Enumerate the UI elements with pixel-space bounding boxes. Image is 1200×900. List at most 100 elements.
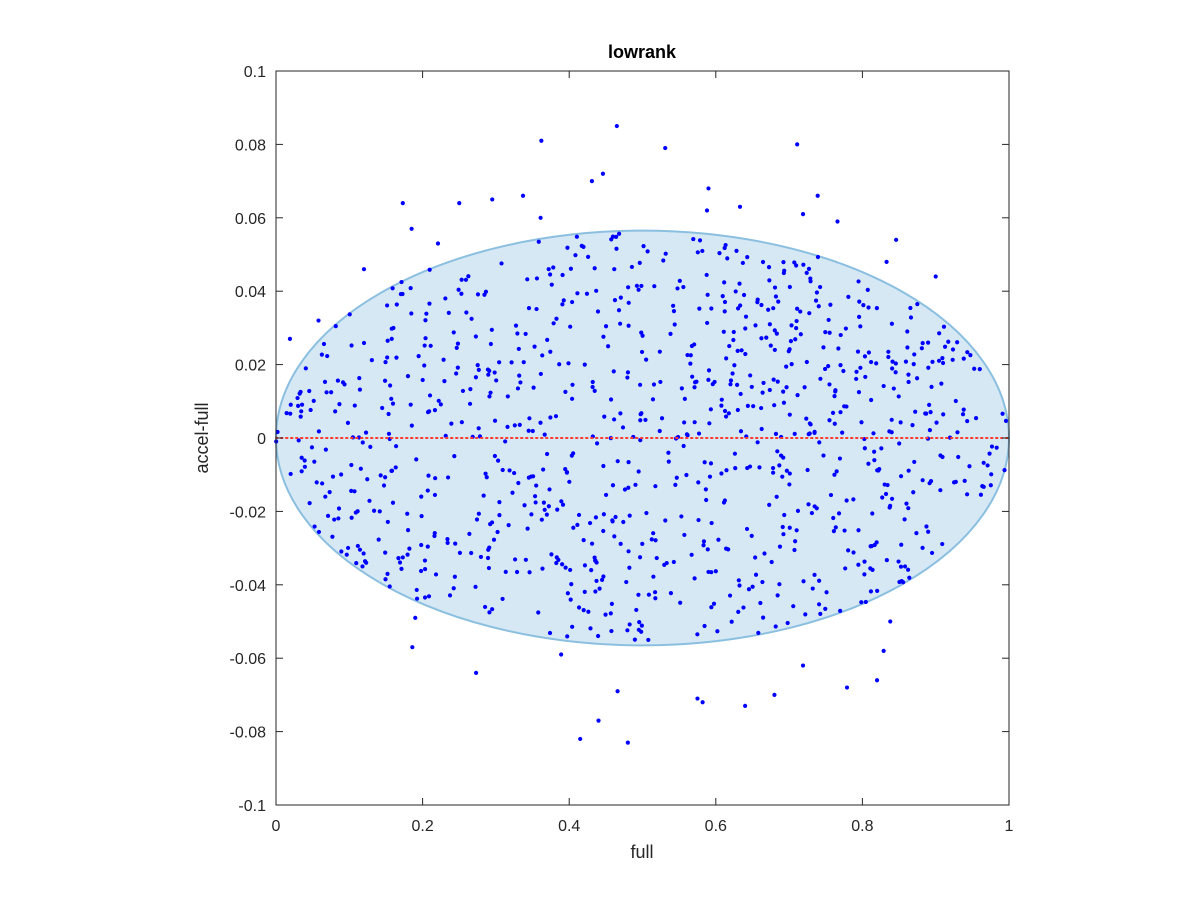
data-point — [759, 426, 764, 432]
data-point — [929, 384, 934, 389]
data-point — [828, 302, 833, 307]
data-point — [908, 305, 913, 311]
data-point — [846, 294, 851, 299]
data-point — [989, 472, 994, 477]
data-point — [732, 363, 737, 368]
data-point — [526, 428, 531, 433]
data-point — [896, 559, 901, 564]
data-point — [906, 468, 911, 473]
data-point — [832, 421, 837, 426]
data-point — [735, 306, 741, 311]
data-point — [689, 552, 694, 557]
data-point — [564, 470, 570, 475]
data-point — [368, 444, 373, 450]
data-point — [985, 463, 990, 468]
data-point — [592, 266, 597, 271]
data-point — [636, 287, 641, 292]
data-point — [728, 382, 733, 387]
data-point — [771, 306, 776, 311]
data-point — [563, 466, 568, 472]
data-point — [695, 632, 700, 637]
data-point — [787, 471, 792, 476]
data-point — [936, 358, 942, 363]
y-tick-label: -0.1 — [238, 798, 266, 815]
data-point — [425, 544, 430, 549]
data-point — [770, 465, 776, 471]
data-point — [881, 383, 886, 389]
data-point — [639, 283, 644, 289]
data-point — [581, 608, 586, 613]
data-point — [869, 397, 874, 403]
data-point — [608, 611, 613, 616]
data-point — [866, 305, 871, 310]
data-point — [941, 324, 947, 329]
data-point — [772, 403, 777, 408]
y-tick-label: -0.04 — [230, 578, 267, 595]
data-point — [874, 361, 879, 366]
data-point — [296, 438, 301, 443]
data-point — [703, 487, 708, 492]
data-point — [503, 439, 508, 444]
data-point — [851, 550, 856, 555]
data-point — [452, 453, 457, 459]
data-point — [532, 494, 538, 499]
data-point — [385, 571, 390, 577]
data-point — [651, 531, 656, 536]
data-point — [701, 539, 707, 544]
data-point — [390, 286, 395, 291]
data-point — [620, 425, 626, 430]
data-point — [882, 482, 887, 487]
data-point — [743, 326, 748, 331]
data-point — [299, 455, 304, 460]
data-point — [743, 314, 749, 319]
data-point — [314, 480, 319, 485]
data-point — [568, 266, 574, 271]
data-point — [767, 278, 772, 283]
data-point — [513, 323, 519, 328]
data-point — [726, 411, 731, 416]
data-point — [817, 578, 822, 583]
data-point — [893, 361, 898, 366]
data-point — [889, 417, 894, 422]
data-point — [722, 309, 727, 314]
data-point — [911, 490, 916, 495]
data-point — [302, 464, 307, 469]
data-point — [834, 469, 839, 474]
data-point — [637, 620, 642, 625]
data-point — [794, 263, 799, 268]
data-point — [724, 468, 729, 473]
data-point — [474, 517, 480, 522]
data-point — [428, 343, 433, 348]
data-point — [889, 321, 894, 326]
data-point — [325, 513, 331, 518]
data-point — [456, 287, 461, 292]
data-point — [833, 525, 838, 530]
data-point — [565, 245, 570, 250]
data-point — [981, 460, 986, 465]
data-point — [612, 534, 617, 539]
data-point — [416, 354, 421, 359]
data-point — [644, 357, 649, 362]
data-point — [541, 467, 546, 472]
data-point — [749, 533, 754, 538]
data-point — [435, 241, 441, 246]
data-point — [616, 308, 622, 313]
data-point — [386, 431, 392, 436]
data-point — [800, 212, 806, 217]
data-point — [593, 589, 598, 594]
data-point — [953, 398, 958, 404]
data-point — [582, 362, 587, 367]
data-point — [766, 307, 771, 312]
data-point — [390, 500, 396, 505]
data-point — [570, 299, 575, 305]
data-point — [352, 489, 357, 494]
data-point — [679, 514, 684, 519]
data-point — [808, 276, 813, 281]
data-point — [706, 377, 711, 382]
data-point — [284, 411, 289, 416]
data-point — [542, 507, 547, 512]
data-point — [475, 363, 480, 368]
data-point — [809, 510, 814, 516]
data-point — [722, 408, 728, 414]
data-point — [383, 475, 388, 480]
